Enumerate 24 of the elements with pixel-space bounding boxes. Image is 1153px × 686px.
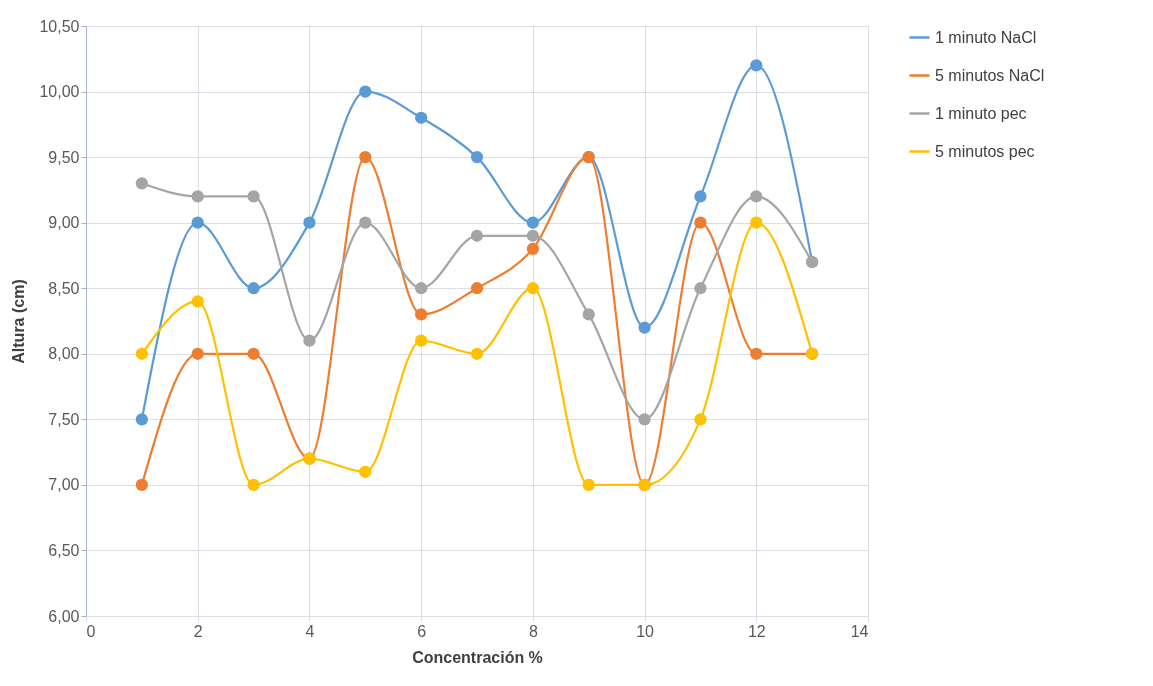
legend-label: 5 minutos pec: [935, 142, 1035, 160]
x-axis-title: Concentración %: [412, 648, 543, 666]
x-tick-label: 4: [305, 622, 315, 640]
y-tick-label: 9,00: [48, 214, 80, 232]
y-tick-label: 6,50: [48, 541, 80, 559]
legend-label: 1 minuto pec: [935, 104, 1027, 122]
y-tick-label: 7,00: [48, 476, 80, 494]
y-tick-label: 7,50: [48, 410, 80, 428]
x-tick-label: 12: [747, 622, 766, 640]
y-tick-label: 6,00: [48, 607, 80, 625]
x-tick-label: 2: [193, 622, 203, 640]
x-tick-label: 6: [417, 622, 427, 640]
x-tick-label: 10: [636, 622, 655, 640]
x-tick-label: 0: [86, 622, 96, 640]
y-tick-label: 10,50: [39, 17, 80, 35]
y-tick-label: 8,50: [48, 279, 80, 297]
y-tick-label: 10,00: [39, 83, 80, 101]
x-tick-label: 14: [850, 622, 869, 640]
legend-label: 5 minutos NaCl: [935, 66, 1045, 84]
y-tick-label: 9,50: [48, 148, 80, 166]
y-axis-title: Altura (cm): [10, 279, 28, 364]
legend-label: 1 minuto NaCl: [935, 28, 1037, 46]
y-tick-label: 8,00: [48, 345, 80, 363]
x-tick-label: 8: [528, 622, 538, 640]
